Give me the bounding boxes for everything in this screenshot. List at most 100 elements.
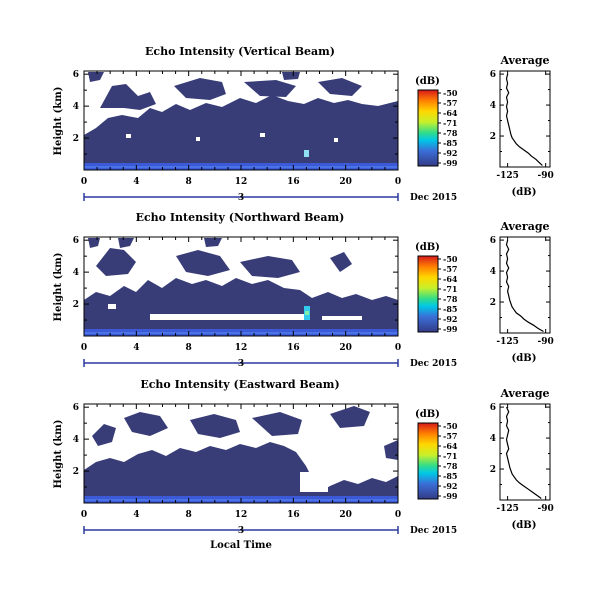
y-tick-label: 2 bbox=[73, 300, 79, 310]
average-profile: 6 4 2 -125 -90 bbox=[490, 70, 554, 181]
colorbar-tick-label: -57 bbox=[443, 264, 457, 274]
colorbar-tick-label: -99 bbox=[443, 324, 458, 334]
x-tick-label: 20 bbox=[339, 510, 352, 520]
profile-title: Average bbox=[499, 220, 549, 233]
colorbar-tick-label: -99 bbox=[443, 491, 458, 501]
panel-vertical: Echo Intensity (Vertical Beam) 0 4 8 12 16 20… bbox=[53, 45, 554, 203]
x-axis-label: Local Time bbox=[210, 540, 272, 551]
x-tick-label: 4 bbox=[133, 510, 139, 520]
colorbar-tick-label: -71 bbox=[443, 118, 457, 128]
date-month-label: Dec 2015 bbox=[410, 526, 457, 536]
colorbar-tick-label: -64 bbox=[443, 274, 458, 284]
y-axis-label: Height (km) bbox=[53, 420, 64, 489]
y-axis-ticks: 6 4 2 bbox=[73, 403, 398, 504]
colorbar-unit: (dB) bbox=[415, 242, 440, 253]
x-tick-label: 20 bbox=[339, 343, 352, 353]
y-tick-label: 4 bbox=[73, 102, 79, 112]
colorbar-tick-label: -85 bbox=[443, 138, 457, 148]
y-axis-ticks: 6 4 2 bbox=[73, 70, 398, 171]
date-month-label: Dec 2015 bbox=[410, 359, 457, 369]
x-tick-label: 0 bbox=[81, 343, 87, 353]
profile-y-tick-label: 2 bbox=[490, 132, 496, 142]
profile-x-tick-label: -90 bbox=[538, 171, 554, 181]
colorbar-tick-label: -78 bbox=[443, 461, 458, 471]
profile-x-tick-label: -125 bbox=[496, 504, 519, 514]
average-profile: 6 4 2 -125 -90 bbox=[490, 403, 554, 514]
x-axis-ticks: 0 4 8 12 16 20 0 bbox=[81, 404, 401, 520]
y-tick-label: 6 bbox=[73, 236, 79, 246]
panel-eastward: Echo Intensity (Eastward Beam) 0 4 8 12 16 20… bbox=[53, 378, 554, 551]
profile-x-label: (dB) bbox=[512, 187, 537, 198]
colorbar-tick-label: -78 bbox=[443, 294, 458, 304]
profile-y-tick-label: 4 bbox=[490, 434, 496, 444]
profile-y-tick-label: 6 bbox=[490, 403, 496, 413]
x-tick-label: 0 bbox=[81, 510, 87, 520]
x-tick-label: 12 bbox=[235, 510, 248, 520]
profile-x-tick-label: -90 bbox=[538, 337, 554, 347]
x-tick-label: 8 bbox=[186, 177, 192, 187]
date-day-label: 3 bbox=[238, 359, 244, 369]
colorbar-tick-label: -50 bbox=[443, 88, 458, 98]
colorbar-tick-label: -57 bbox=[443, 431, 457, 441]
profile-title: Average bbox=[499, 54, 549, 67]
profile-frame bbox=[499, 70, 551, 168]
date-axis: 3 Dec 2015 bbox=[83, 359, 457, 369]
date-day-label: 3 bbox=[238, 526, 244, 536]
colorbar-tick-label: -64 bbox=[443, 108, 458, 118]
colorbar-tick-label: -71 bbox=[443, 451, 457, 461]
colorbar-tick-label: -71 bbox=[443, 284, 457, 294]
panel-title: Echo Intensity (Vertical Beam) bbox=[145, 45, 335, 58]
colorbar-tick-label: -50 bbox=[443, 421, 458, 431]
x-tick-label: 8 bbox=[186, 510, 192, 520]
profile-y-tick-label: 6 bbox=[490, 70, 496, 80]
heatmap-area bbox=[84, 237, 398, 336]
x-tick-label: 12 bbox=[235, 343, 248, 353]
y-tick-label: 4 bbox=[73, 268, 79, 278]
y-axis-ticks: 6 4 2 bbox=[73, 236, 398, 337]
x-tick-label: 0 bbox=[395, 177, 401, 187]
y-tick-label: 2 bbox=[73, 467, 79, 477]
colorbar-unit: (dB) bbox=[415, 409, 440, 420]
y-tick-label: 6 bbox=[73, 70, 79, 80]
date-axis: 3 Dec 2015 bbox=[83, 193, 457, 203]
profile-line bbox=[505, 406, 542, 499]
colorbar-tick-label: -78 bbox=[443, 128, 458, 138]
x-tick-label: 4 bbox=[133, 343, 139, 353]
colorbar: (dB) -50-57-64-71-78-85-92-99 bbox=[415, 409, 458, 501]
date-month-label: Dec 2015 bbox=[410, 193, 457, 203]
y-axis-label: Height (km) bbox=[53, 87, 64, 156]
x-tick-label: 12 bbox=[235, 177, 248, 187]
colorbar-tick-label: -50 bbox=[443, 254, 458, 264]
average-profile: 6 4 2 -125 -90 bbox=[490, 236, 554, 347]
y-tick-label: 4 bbox=[73, 435, 79, 445]
colorbar-tick-label: -92 bbox=[443, 314, 457, 324]
profile-line bbox=[505, 239, 544, 333]
profile-frame bbox=[499, 403, 551, 501]
y-tick-label: 6 bbox=[73, 403, 79, 413]
x-tick-label: 16 bbox=[287, 510, 300, 520]
profile-frame bbox=[499, 236, 551, 334]
colorbar-unit: (dB) bbox=[415, 76, 440, 87]
x-axis-ticks: 0 4 8 12 16 20 0 bbox=[81, 237, 401, 353]
colorbar-tick-label: -92 bbox=[443, 481, 457, 491]
x-tick-label: 8 bbox=[186, 343, 192, 353]
x-tick-label: 20 bbox=[339, 177, 352, 187]
colorbar-tick-label: -92 bbox=[443, 148, 457, 158]
colorbar: (dB) -50-57-64-71-78-85-92-99 bbox=[415, 242, 458, 334]
profile-line bbox=[505, 73, 543, 166]
profile-y-tick-label: 2 bbox=[490, 465, 496, 475]
x-tick-label: 0 bbox=[395, 510, 401, 520]
x-tick-label: 16 bbox=[287, 343, 300, 353]
profile-x-tick-label: -125 bbox=[496, 337, 519, 347]
profile-y-tick-label: 6 bbox=[490, 236, 496, 246]
panel-title: Echo Intensity (Northward Beam) bbox=[136, 211, 345, 224]
profile-y-tick-label: 4 bbox=[490, 101, 496, 111]
colorbar-tick-label: -57 bbox=[443, 98, 457, 108]
profile-y-tick-label: 4 bbox=[490, 267, 496, 277]
profile-title: Average bbox=[499, 387, 549, 400]
y-axis-label: Height (km) bbox=[53, 253, 64, 322]
x-tick-label: 0 bbox=[81, 177, 87, 187]
colorbar: (dB) -50-57-64-71-78-85-92-99 bbox=[415, 76, 458, 168]
x-tick-label: 16 bbox=[287, 177, 300, 187]
